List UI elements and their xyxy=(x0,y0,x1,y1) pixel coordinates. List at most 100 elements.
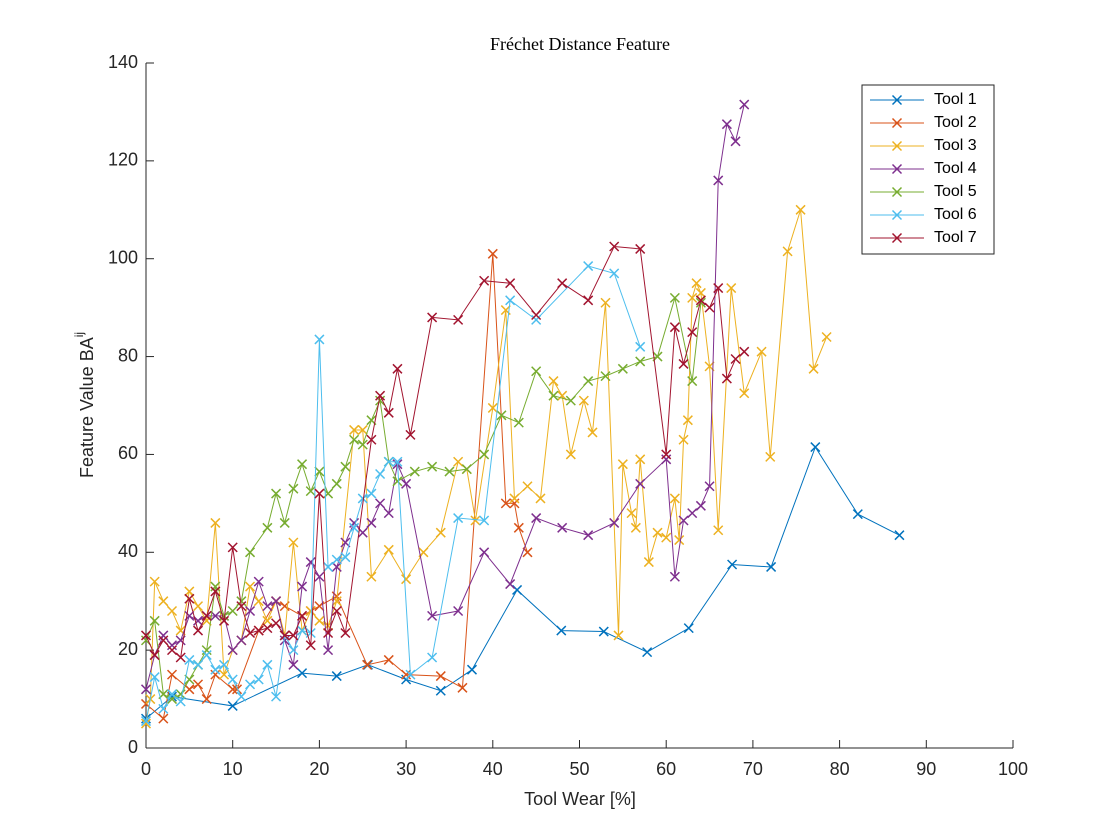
data-point xyxy=(512,584,523,595)
data-point xyxy=(262,522,273,533)
series xyxy=(140,261,646,727)
data-point xyxy=(392,456,403,467)
data-point xyxy=(262,601,273,612)
data-point xyxy=(314,571,325,582)
legend-marker xyxy=(891,117,903,129)
data-point xyxy=(683,623,694,634)
data-point xyxy=(383,508,394,519)
data-point xyxy=(305,557,316,568)
data-point xyxy=(531,314,542,325)
legend: Tool 1 Tool 2 Tool 3 Tool 4 Tool 5 Tool 6 Tool… xyxy=(861,84,995,255)
data-point xyxy=(565,449,576,460)
data-point xyxy=(435,527,446,538)
x-tick-label: 50 xyxy=(569,759,589,779)
data-point xyxy=(513,522,524,533)
x-tick-label: 30 xyxy=(396,759,416,779)
legend-label: Tool 3 xyxy=(934,137,977,154)
data-point xyxy=(366,434,377,445)
data-point xyxy=(245,581,256,592)
data-point xyxy=(305,640,316,651)
data-point xyxy=(409,466,420,477)
data-point xyxy=(721,373,732,384)
data-point xyxy=(427,652,438,663)
data-point xyxy=(253,596,264,607)
data-point xyxy=(617,459,628,470)
data-point xyxy=(323,561,334,572)
data-point xyxy=(894,530,905,541)
data-point xyxy=(557,278,568,289)
series-line xyxy=(145,265,641,722)
data-point xyxy=(314,615,325,626)
data-point xyxy=(487,248,498,259)
data-point xyxy=(227,700,238,711)
data-point xyxy=(383,544,394,555)
data-point xyxy=(609,241,620,252)
data-point xyxy=(331,671,342,682)
data-point xyxy=(149,576,160,587)
data-point xyxy=(727,559,738,570)
data-point xyxy=(297,459,308,470)
legend-label: Tool 2 xyxy=(934,114,977,131)
data-point xyxy=(175,696,186,707)
data-point xyxy=(323,627,334,639)
x-tick-label: 10 xyxy=(223,759,243,779)
data-point xyxy=(271,596,282,607)
data-point xyxy=(201,610,212,621)
data-point xyxy=(210,586,221,597)
series-line xyxy=(145,297,702,700)
y-axis-label-superscript: ij xyxy=(72,332,86,337)
data-point xyxy=(457,682,468,693)
y-tick-label: 100 xyxy=(108,247,138,267)
data-point xyxy=(782,246,793,257)
data-point xyxy=(583,295,594,306)
data-point xyxy=(669,571,680,582)
data-point xyxy=(401,574,412,585)
series xyxy=(140,99,750,695)
data-point xyxy=(635,341,646,352)
series xyxy=(140,241,750,663)
series-line xyxy=(145,253,528,720)
data-point xyxy=(140,684,152,695)
data-point xyxy=(730,136,741,147)
data-point xyxy=(721,119,732,130)
data-point xyxy=(687,508,698,519)
series-line xyxy=(145,245,745,659)
data-point xyxy=(531,309,542,321)
data-point xyxy=(149,672,160,683)
y-tick-label: 80 xyxy=(118,345,138,365)
data-point xyxy=(427,312,438,323)
data-point xyxy=(166,605,178,617)
data-point xyxy=(375,395,386,406)
data-point xyxy=(766,561,777,572)
data-point xyxy=(236,635,247,646)
data-point xyxy=(531,366,542,377)
y-tick-label: 140 xyxy=(108,52,138,72)
data-point xyxy=(427,610,438,621)
data-point xyxy=(271,691,282,702)
data-point xyxy=(479,275,490,286)
legend-marker xyxy=(891,232,903,244)
data-point xyxy=(175,689,186,700)
data-point xyxy=(184,586,195,597)
data-point xyxy=(192,659,204,670)
data-point xyxy=(158,703,169,714)
data-point xyxy=(496,410,507,421)
data-point xyxy=(479,515,490,526)
data-point xyxy=(201,694,212,705)
data-point xyxy=(340,552,351,563)
data-point xyxy=(253,576,264,587)
data-point xyxy=(184,654,195,665)
data-point xyxy=(470,515,481,526)
data-point xyxy=(435,671,446,682)
data-point xyxy=(210,581,221,592)
data-point xyxy=(262,623,273,634)
data-point xyxy=(297,581,308,592)
data-point xyxy=(192,679,204,690)
data-point xyxy=(166,645,178,656)
data-point xyxy=(288,483,299,494)
data-point xyxy=(314,488,325,499)
data-point xyxy=(713,175,724,186)
data-point xyxy=(288,659,299,670)
data-point xyxy=(652,527,663,538)
legend-label: Tool 1 xyxy=(934,91,977,108)
